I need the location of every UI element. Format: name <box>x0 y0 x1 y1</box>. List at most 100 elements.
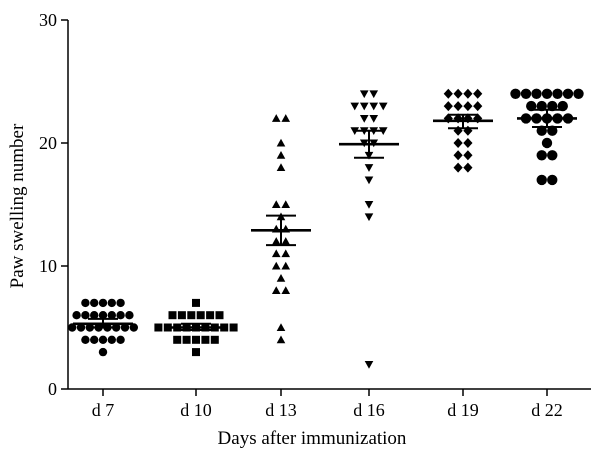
data-point <box>453 125 463 136</box>
data-point <box>98 298 108 308</box>
data-point <box>271 237 281 245</box>
data-point <box>547 100 558 112</box>
data-point <box>557 100 568 112</box>
data-point <box>510 88 521 100</box>
data-point <box>76 323 86 332</box>
data-point <box>536 100 547 112</box>
data-point <box>276 323 286 331</box>
data-point <box>192 348 200 357</box>
data-point <box>547 125 558 136</box>
x-tick-label: d 22 <box>531 400 563 420</box>
data-point <box>453 113 463 124</box>
data-point <box>520 88 532 100</box>
y-tick-label: 10 <box>39 256 57 276</box>
data-point <box>187 311 196 320</box>
data-point <box>359 90 369 99</box>
data-point <box>463 138 473 148</box>
y-axis-title: Paw swelling number <box>7 123 28 288</box>
data-point <box>276 163 286 172</box>
data-point <box>90 335 99 344</box>
y-tick-label: 20 <box>39 133 57 153</box>
data-point <box>271 114 281 122</box>
data-point <box>541 88 553 100</box>
data-point <box>90 311 99 320</box>
data-point <box>210 335 219 344</box>
x-tick-label: d 16 <box>353 400 385 420</box>
data-point <box>453 138 463 148</box>
mean-sem-bars <box>73 108 577 331</box>
data-point <box>453 88 463 99</box>
data-point <box>98 335 108 344</box>
y-tick-label: 0 <box>48 379 57 399</box>
data-points <box>68 88 584 369</box>
data-point <box>453 150 463 161</box>
y-ticks: 0 10 20 30 <box>39 10 68 399</box>
data-point <box>536 150 547 161</box>
data-point <box>350 102 360 111</box>
data-point <box>453 101 463 112</box>
data-point <box>541 137 553 149</box>
data-point <box>116 335 125 344</box>
data-point <box>281 261 291 270</box>
data-point <box>359 102 369 111</box>
data-point <box>536 125 547 136</box>
data-point <box>463 162 473 173</box>
data-point <box>107 311 117 320</box>
data-point <box>369 102 379 111</box>
data-point <box>378 102 388 111</box>
data-point <box>359 114 369 123</box>
data-point <box>192 298 200 307</box>
data-point <box>182 335 191 344</box>
data-point <box>206 311 215 320</box>
data-point <box>276 151 286 159</box>
data-point <box>81 298 90 308</box>
data-point <box>552 88 563 100</box>
data-point <box>453 162 463 173</box>
data-point <box>98 347 108 357</box>
x-ticks: d 7 d 10 d 13 d 16 d 19 d 22 <box>92 389 563 420</box>
data-point <box>364 176 374 185</box>
data-point <box>271 261 281 270</box>
data-point <box>463 125 473 136</box>
data-point <box>229 323 238 332</box>
x-axis-title: Days after immunization <box>218 428 407 449</box>
data-point <box>281 249 291 258</box>
data-point <box>271 249 281 258</box>
data-point <box>125 311 134 320</box>
data-point <box>463 101 473 112</box>
data-point <box>369 114 379 123</box>
data-point <box>473 101 483 112</box>
data-point <box>276 274 286 282</box>
data-point <box>463 150 473 161</box>
data-point <box>562 88 574 100</box>
data-point <box>90 298 99 308</box>
data-point <box>276 138 286 147</box>
data-point <box>369 90 379 99</box>
data-point <box>547 150 558 161</box>
data-point <box>281 286 291 295</box>
data-point <box>168 311 177 320</box>
data-point <box>281 237 291 245</box>
data-point <box>573 88 584 100</box>
data-point <box>68 323 77 332</box>
data-point <box>463 113 473 124</box>
data-point <box>443 101 453 112</box>
y-tick-label: 30 <box>39 10 57 30</box>
data-point <box>72 311 81 320</box>
data-point <box>154 323 163 332</box>
data-point <box>281 200 291 208</box>
data-point <box>107 298 117 308</box>
data-point <box>281 114 291 122</box>
data-point <box>116 311 125 320</box>
x-tick-label: d 13 <box>265 400 297 420</box>
data-point <box>271 200 281 208</box>
data-point <box>201 335 210 344</box>
data-point <box>196 311 205 320</box>
data-point <box>116 298 125 308</box>
data-point <box>177 311 186 320</box>
data-point <box>81 335 90 344</box>
data-point <box>536 174 547 186</box>
axes <box>67 20 591 390</box>
data-point <box>463 88 473 99</box>
